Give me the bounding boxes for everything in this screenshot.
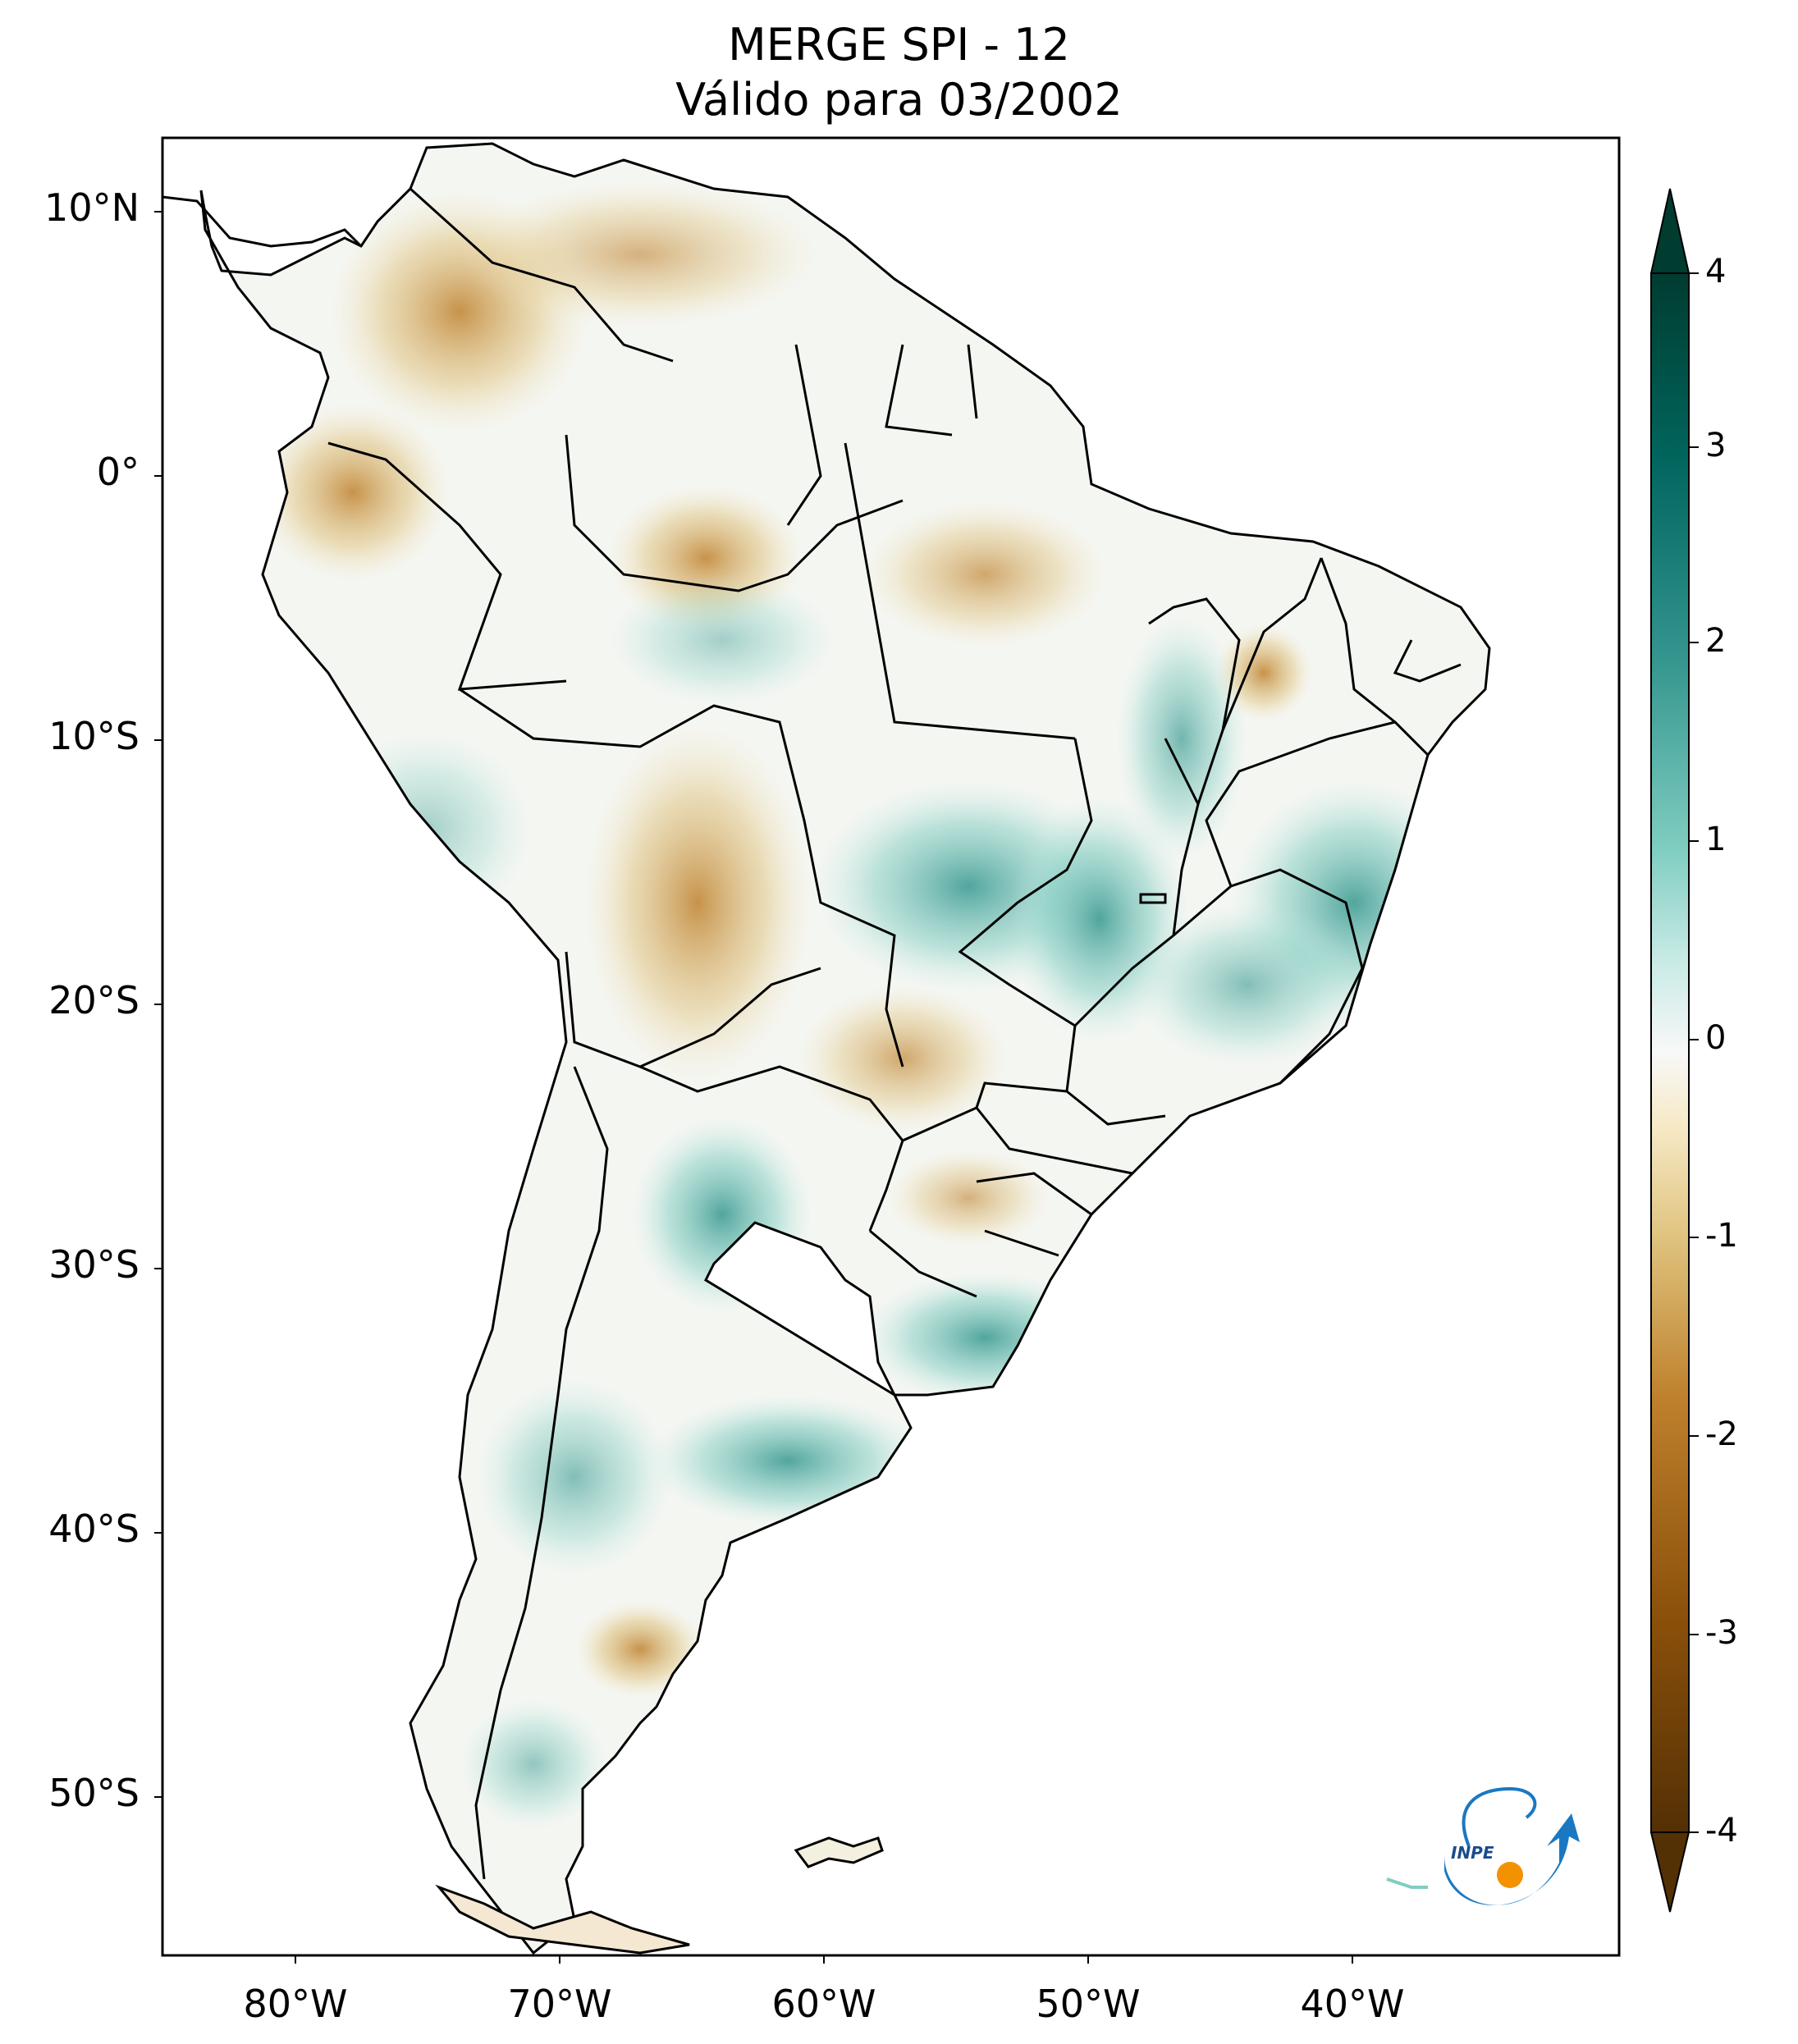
colorbar-tick-neg3: -3 [1705,1614,1738,1652]
south-america-landmass [199,142,1491,1955]
colorbar-tick-1: 1 [1705,821,1727,858]
colorbar-tick-4: 4 [1705,253,1727,290]
lat-label-30s: 30°S [48,1242,140,1287]
colorbar-max-extend [1649,188,1690,274]
colorbar-tick-3: 3 [1705,427,1727,464]
lon-label-70w: 70°W [507,1982,612,2026]
lon-label-60w: 60°W [771,1982,876,2026]
colorbar-tick-2: 2 [1705,622,1727,660]
lat-label-20s: 20°S [48,978,140,1022]
axis-ticks [154,211,1353,1964]
map-subtitle: Válido para 03/2002 [675,74,1123,126]
lat-label-0: 0° [96,450,140,494]
lat-label-40s: 40°S [48,1507,140,1551]
lon-label-80w: 80°W [243,1982,348,2026]
south-georgia [1386,1877,1428,1889]
inpe-logo-text: INPE [1451,1843,1494,1863]
colorbar-min-extend [1649,1831,1690,1913]
colorbar-gradient [1650,272,1690,1833]
map-title: MERGE SPI - 12 [728,19,1070,71]
lat-label-10s: 10°S [48,714,140,758]
colorbar-tick-0: 0 [1705,1019,1727,1057]
lon-label-40w: 40°W [1300,1982,1405,2026]
lat-label-10n: 10°N [44,185,140,230]
colorbar-tick-neg4: -4 [1705,1812,1738,1850]
country-borders [327,187,1462,1880]
lat-label-50s: 50°S [48,1771,140,1815]
falkland-islands [794,1836,884,1868]
colorbar-tick-neg1: -1 [1705,1217,1738,1255]
colorbar [1649,188,1699,1913]
tierra-del-fuego [435,1884,690,1955]
central-america-coast [162,195,363,248]
colorbar-tick-neg2: -2 [1705,1415,1738,1453]
lon-label-50w: 50°W [1036,1982,1141,2026]
inpe-logo: INPE [1444,1786,1580,1905]
